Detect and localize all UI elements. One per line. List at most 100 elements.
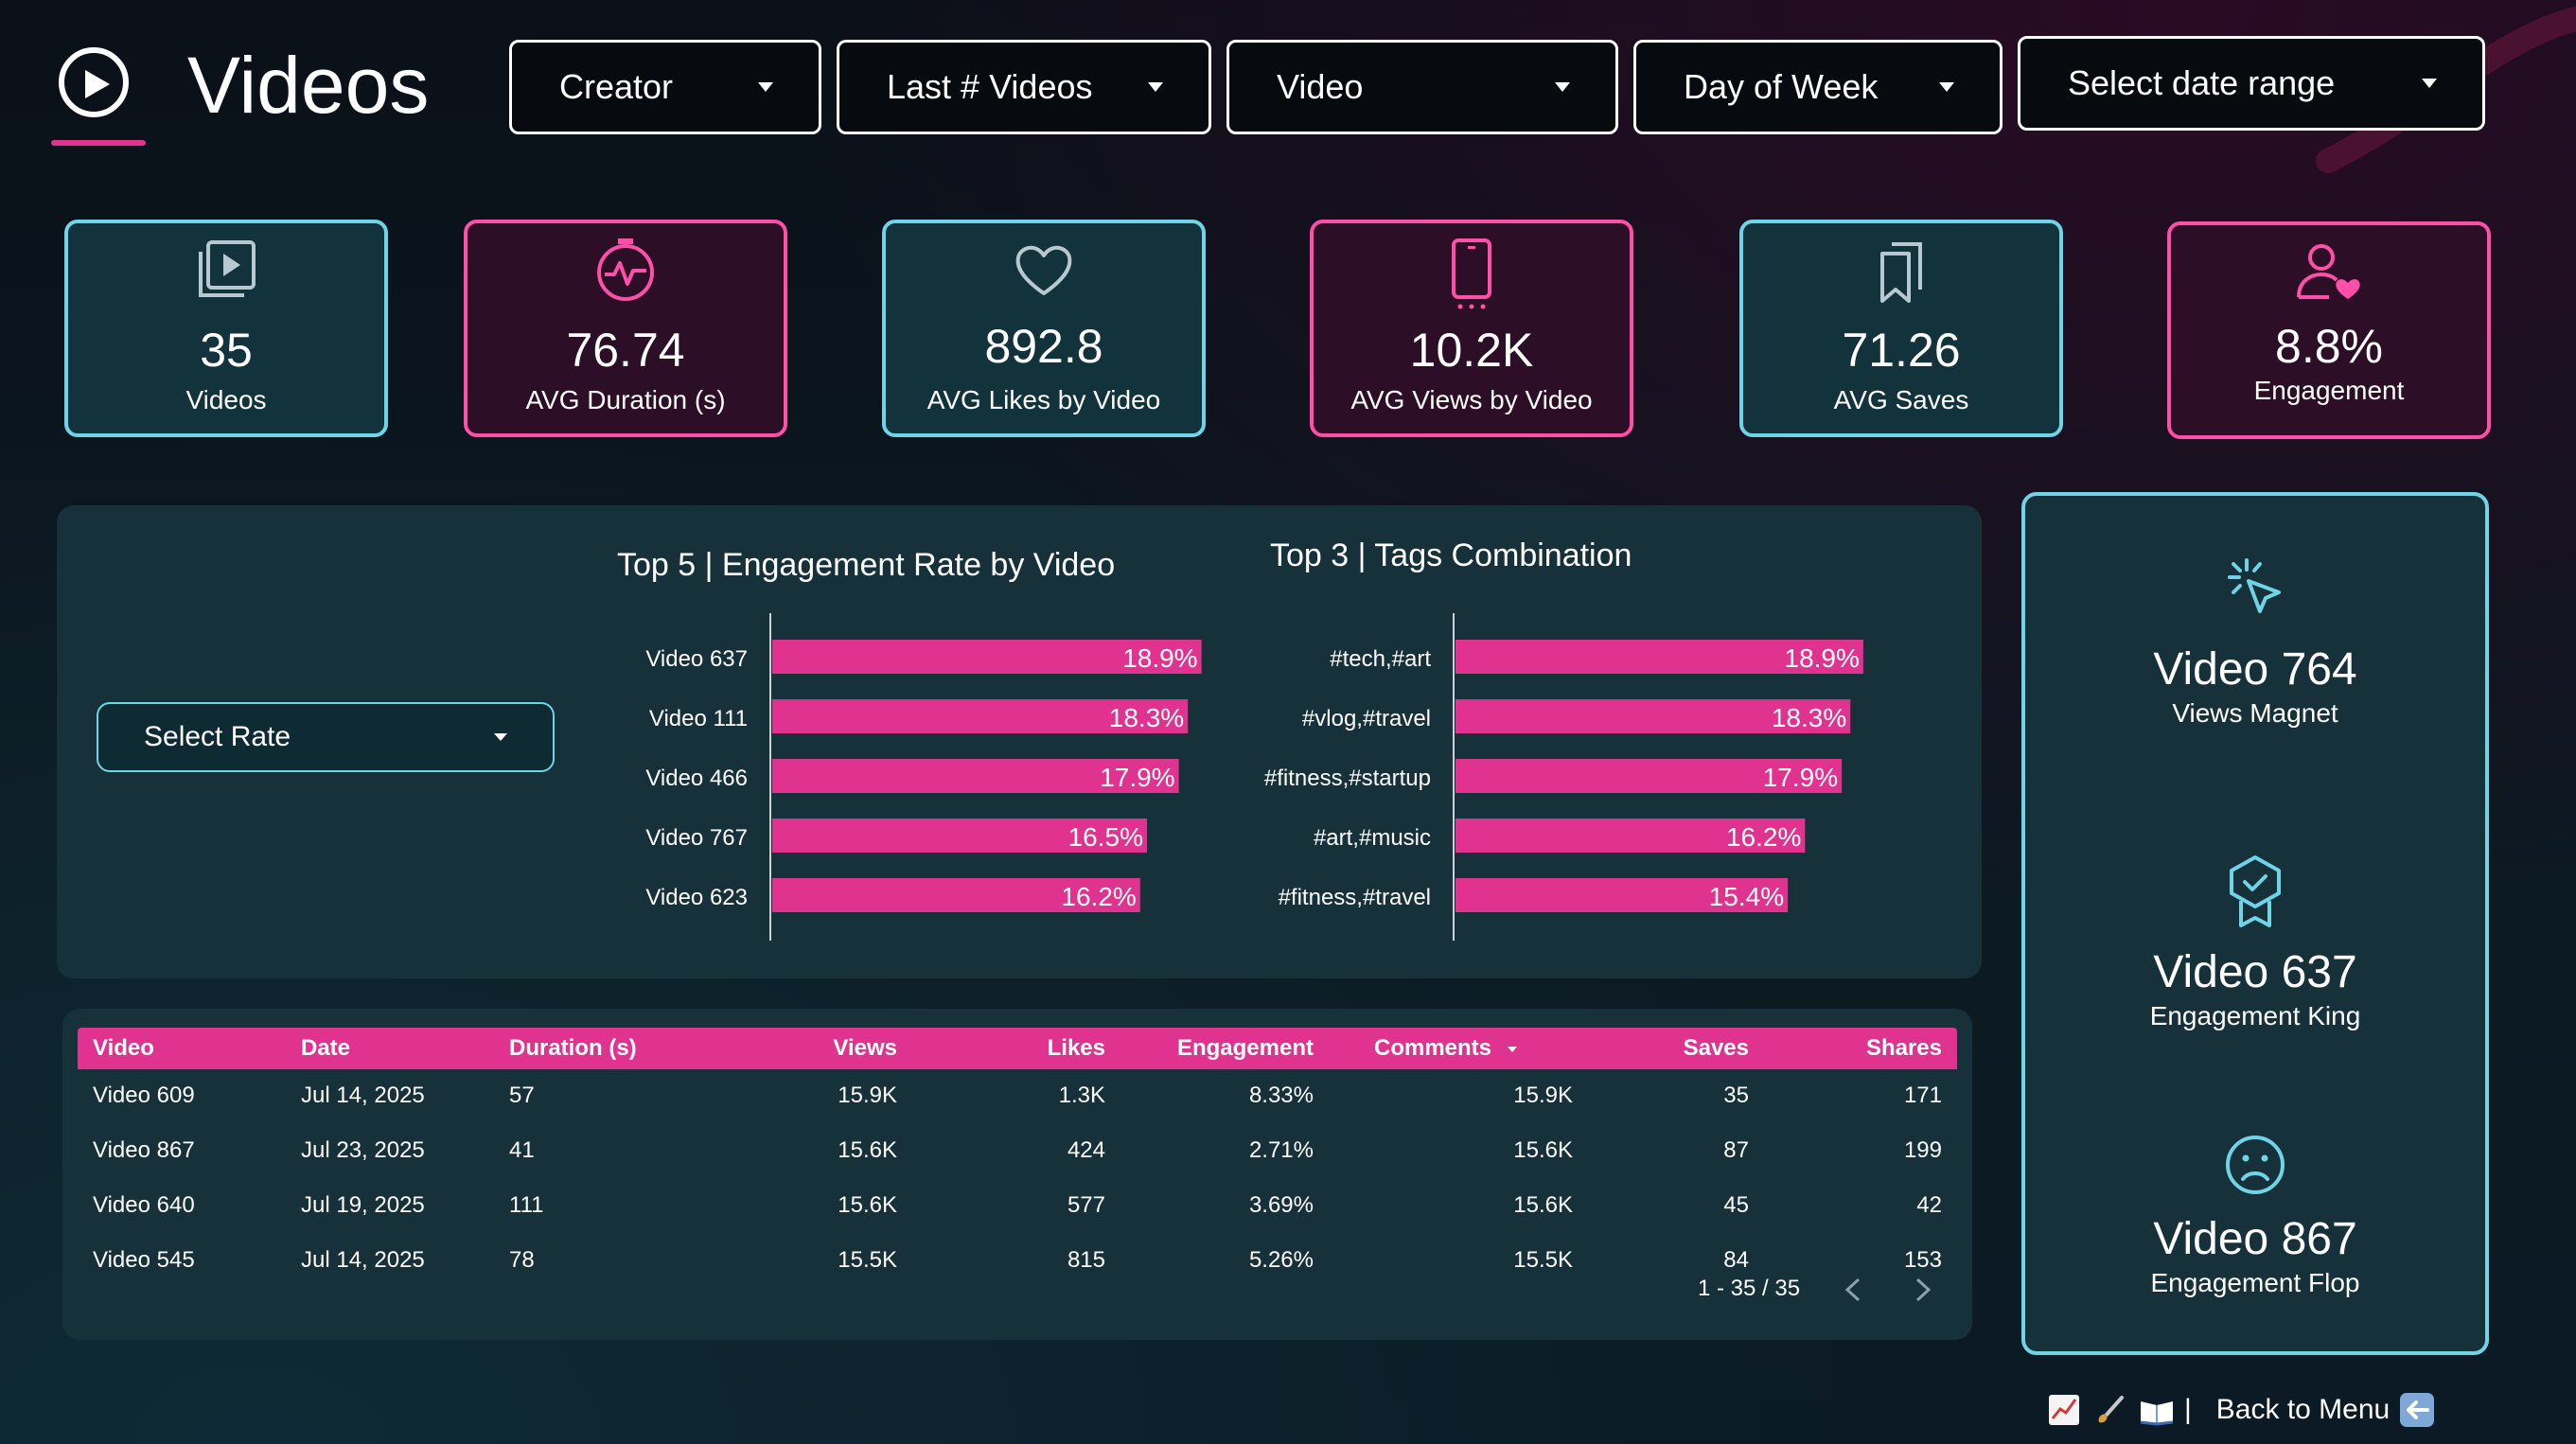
chevron-left-icon[interactable] xyxy=(1842,1276,1864,1304)
kpi-label: AVG Likes by Video xyxy=(926,385,1161,414)
data-label: 18.9% xyxy=(1122,643,1197,673)
phone-icon xyxy=(1452,238,1491,309)
table-body: Video 609 Jul 14, 2025 57 15.9K 1.3K 8.33% 15.… xyxy=(78,1069,1957,1270)
table-cell: 577 xyxy=(1067,1192,1105,1218)
engagement-chart-title: Top 5 | Engagement Rate by Video xyxy=(617,547,1116,583)
engagement-rate-bar-chart: Video 637 18.9% Video 111 18.3% Video 466 17.… xyxy=(645,613,1202,941)
table-cell: 15.6K xyxy=(838,1137,897,1163)
column-header-likes[interactable]: Likes xyxy=(1047,1035,1105,1061)
stopwatch-icon xyxy=(597,238,654,301)
chart-emoji-icon[interactable] xyxy=(2048,1394,2080,1426)
kpi-value: 10.2K xyxy=(1409,324,1534,377)
pagination-label: 1 - 35 / 35 xyxy=(1698,1276,1801,1301)
table-cell: 3.69% xyxy=(1248,1192,1314,1218)
table-cell: Video 867 xyxy=(93,1137,195,1163)
category-label: #fitness,#travel xyxy=(1279,885,1431,910)
table-row[interactable]: Video 609 Jul 14, 2025 57 15.9K 1.3K 8.33% 15.… xyxy=(78,1069,1957,1124)
tags-combination-bar-chart: #tech,#art 18.9% #vlog,#travel 18.3% #fitnes… xyxy=(1264,613,1863,941)
table-cell: 111 xyxy=(509,1192,544,1218)
data-label: 18.3% xyxy=(1772,703,1846,732)
sad-face-icon xyxy=(2226,1136,2285,1194)
creator-dropdown[interactable]: Creator xyxy=(509,40,821,134)
table-cell: 15.6K xyxy=(1513,1137,1573,1163)
table-cell: 815 xyxy=(1067,1247,1105,1270)
column-header-views[interactable]: Views xyxy=(833,1035,897,1061)
highlight-title: Video 764 xyxy=(2153,644,2357,695)
video-dropdown[interactable]: Video xyxy=(1226,40,1618,134)
bar[interactable] xyxy=(772,878,1140,912)
column-header-date[interactable]: Date xyxy=(301,1035,351,1061)
table-row[interactable]: Video 545 Jul 14, 2025 78 15.5K 815 5.26% 15.5… xyxy=(78,1234,1957,1270)
footer-separator: | xyxy=(2184,1394,2192,1425)
column-header-engagement[interactable]: Engagement xyxy=(1176,1035,1314,1061)
select-rate-label: Select Rate xyxy=(144,721,291,752)
table-cell: 153 xyxy=(1903,1247,1942,1270)
column-header-comments-label: Comments xyxy=(1374,1035,1492,1061)
video-dropdown-label: Video xyxy=(1277,67,1364,106)
chevron-down-icon xyxy=(758,82,773,92)
kpi-card-videos: 35 Videos xyxy=(64,220,388,437)
kpi-value: 8.8% xyxy=(2275,320,2383,373)
data-label: 18.9% xyxy=(1785,643,1860,673)
kpi-label: AVG Views by Video xyxy=(1350,385,1593,414)
date-range-picker[interactable]: Select date range xyxy=(2018,36,2485,131)
table-cell: Jul 14, 2025 xyxy=(301,1083,425,1108)
bar[interactable] xyxy=(1456,640,1863,674)
kpi-value: 892.8 xyxy=(984,320,1103,373)
user-heart-icon xyxy=(2297,244,2360,299)
bar[interactable] xyxy=(1456,699,1851,733)
data-label: 17.9% xyxy=(1763,763,1838,792)
video-library-icon xyxy=(199,240,256,297)
table-cell: 45 xyxy=(1723,1192,1749,1218)
column-header-shares[interactable]: Shares xyxy=(1865,1035,1942,1061)
last-videos-dropdown[interactable]: Last # Videos xyxy=(837,40,1211,134)
kpi-card-avg-duration: 76.74 AVG Duration (s) xyxy=(464,220,787,437)
bar[interactable] xyxy=(772,759,1179,793)
table-cell: Video 609 xyxy=(93,1083,195,1108)
bar[interactable] xyxy=(772,640,1202,674)
cursor-click-icon xyxy=(2228,558,2281,613)
play-logo-icon xyxy=(59,47,129,117)
category-label: Video 767 xyxy=(645,825,748,851)
kpi-card-avg-saves: 71.26 AVG Saves xyxy=(1739,220,2063,437)
column-header-comments[interactable]: Comments xyxy=(1374,1028,1517,1069)
data-label: 15.4% xyxy=(1709,882,1784,911)
chevron-down-icon xyxy=(2422,79,2437,88)
bar[interactable] xyxy=(1456,878,1789,912)
bar[interactable] xyxy=(772,819,1147,853)
category-label: #vlog,#travel xyxy=(1302,706,1431,731)
table-cell: 424 xyxy=(1067,1137,1105,1163)
column-header-saves[interactable]: Saves xyxy=(1683,1035,1749,1061)
chevron-down-icon xyxy=(494,733,507,741)
bar[interactable] xyxy=(1456,759,1843,793)
brush-emoji-icon[interactable] xyxy=(2093,1394,2126,1426)
select-rate-dropdown[interactable]: Select Rate xyxy=(97,702,555,772)
category-label: #art,#music xyxy=(1314,825,1431,851)
bar[interactable] xyxy=(1456,819,1806,853)
column-header-video[interactable]: Video xyxy=(93,1035,154,1061)
kpi-label: AVG Saves xyxy=(1833,385,1969,414)
last-videos-dropdown-label: Last # Videos xyxy=(887,67,1093,106)
kpi-label: AVG Duration (s) xyxy=(525,385,726,414)
table-row[interactable]: Video 867 Jul 23, 2025 41 15.6K 424 2.71% 15.6… xyxy=(78,1124,1957,1179)
day-of-week-dropdown[interactable]: Day of Week xyxy=(1633,40,2003,134)
kpi-label: Engagement xyxy=(2253,376,2405,405)
chevron-right-icon[interactable] xyxy=(1912,1276,1934,1304)
book-emoji-icon[interactable] xyxy=(2139,1394,2175,1426)
heart-icon xyxy=(1015,245,1072,295)
kpi-value: 71.26 xyxy=(1842,324,1961,377)
bar[interactable] xyxy=(772,699,1189,733)
back-to-menu-link[interactable]: Back to Menu xyxy=(2215,1394,2391,1425)
chevron-down-icon xyxy=(1148,82,1163,92)
category-label: Video 466 xyxy=(645,766,748,791)
table-row[interactable]: Video 640 Jul 19, 2025 111 15.6K 577 3.69% 15.… xyxy=(78,1179,1957,1234)
data-label: 16.2% xyxy=(1061,882,1136,911)
back-arrow-icon[interactable] xyxy=(2399,1392,2435,1428)
data-label: 16.2% xyxy=(1726,822,1801,852)
column-header-duration[interactable]: Duration (s) xyxy=(509,1035,637,1061)
footer-bar: | Back to Menu xyxy=(2048,1389,2435,1431)
table-cell: 199 xyxy=(1903,1137,1942,1163)
highlight-subtitle: Views Magnet xyxy=(2172,698,2338,728)
data-label: 17.9% xyxy=(1100,763,1174,792)
table-cell: 15.5K xyxy=(838,1247,897,1270)
